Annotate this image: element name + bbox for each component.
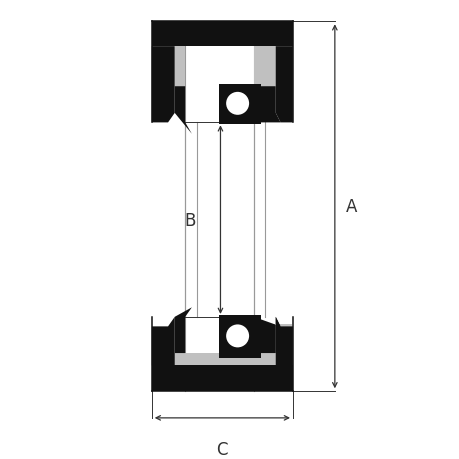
Polygon shape xyxy=(253,47,275,87)
Polygon shape xyxy=(151,47,174,123)
Polygon shape xyxy=(253,353,275,389)
Polygon shape xyxy=(253,317,280,353)
Text: A: A xyxy=(345,198,356,216)
Circle shape xyxy=(225,92,250,117)
Polygon shape xyxy=(218,85,260,125)
Polygon shape xyxy=(174,353,185,389)
Polygon shape xyxy=(151,317,174,366)
Polygon shape xyxy=(151,366,292,392)
Polygon shape xyxy=(174,47,185,87)
Polygon shape xyxy=(151,325,291,389)
Polygon shape xyxy=(275,317,292,366)
Circle shape xyxy=(225,324,250,348)
Polygon shape xyxy=(174,308,191,353)
Polygon shape xyxy=(275,47,292,123)
Polygon shape xyxy=(253,87,280,123)
Text: B: B xyxy=(184,211,195,229)
Text: C: C xyxy=(216,440,228,458)
Polygon shape xyxy=(151,22,292,47)
Polygon shape xyxy=(218,315,260,358)
Polygon shape xyxy=(174,87,191,134)
